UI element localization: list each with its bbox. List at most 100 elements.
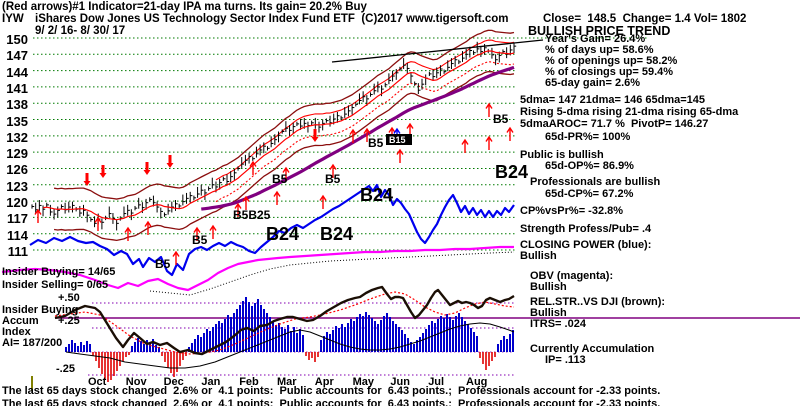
insider-label: -.25 [56, 363, 75, 375]
month-label: Oct [88, 376, 107, 388]
analysis-line: Currently Accumulation [530, 343, 655, 355]
signal-label-b5: B5 [155, 257, 171, 271]
buy-up-arrow [396, 148, 404, 163]
y-axis-label: 132 [6, 129, 28, 145]
analysis-line: REL.STR..VS DJI (brown): [530, 296, 666, 308]
trendline [331, 39, 544, 63]
quote-line: Close= 148.5 Change= 1.4 Vol= 1802 [543, 13, 747, 25]
analysis-line: Strength Profess/Pub= .4 [520, 223, 652, 235]
analysis-line: CLOSING POWER (blue): [520, 239, 652, 251]
month-label: Jun [390, 376, 410, 388]
month-label: Jan [201, 376, 221, 388]
buy-up-arrow [124, 226, 132, 241]
price-bars [31, 41, 517, 231]
analysis-line: % of openings up= 58.2% [545, 55, 678, 67]
month-label: Nov [125, 376, 147, 388]
analysis-line: 5dmaAROC= 71.7 % PivotP= 146.27 [520, 118, 709, 130]
signal-label-b5b25: B5B25 [233, 208, 271, 222]
analysis-line: OBV (magenta): [530, 270, 614, 282]
signal-label-b24: B24 [495, 162, 528, 182]
buy-up-arrow [172, 250, 180, 265]
y-axis-label: 126 [6, 162, 28, 178]
signal-label-b5: B5 [192, 233, 208, 247]
sell-down-arrow-head [99, 173, 107, 178]
y-axis-label: 117 [7, 211, 28, 227]
insider-label: Accum [2, 315, 39, 327]
analysis-line: IP= .113 [545, 354, 586, 366]
insider-label: +.50 [58, 292, 80, 304]
buy-up-arrow [242, 195, 250, 210]
y-axis-label: 114 [7, 227, 28, 243]
analysis-line: % of days up= 58.6% [545, 44, 654, 56]
buy-up-arrow [249, 160, 257, 175]
analysis-line: 65-day gain= 2.6% [545, 77, 641, 89]
buy-up-arrow [485, 135, 493, 150]
buy-up-arrow [234, 202, 242, 217]
ai-red-dotted-line [54, 291, 515, 355]
analysis-line: 65d-CP%= 67.2% [545, 188, 634, 200]
insider-label: +.25 [58, 315, 80, 327]
sell-down-arrow-head [143, 170, 151, 175]
trend-banner: BULLISH PRICE TREND [528, 24, 671, 38]
y-axis-label: 111 [7, 244, 28, 259]
analysis-line: 65d-PR%= 100% [545, 131, 631, 143]
month-label: Jul [428, 376, 445, 388]
buy-up-arrow [485, 102, 493, 117]
buy-up-arrow [319, 194, 327, 209]
buy-up-arrow [94, 216, 102, 231]
signal-label-b24: B24 [320, 224, 353, 244]
signal-label-b24: B24 [360, 185, 393, 205]
bottom-summary-line: The last 65 days stock changed 2.6% or 4… [2, 385, 661, 397]
obv-line [1, 245, 514, 292]
signal-label-b24: B24 [266, 224, 299, 244]
signal-label-b5: B5 [325, 172, 341, 186]
signal-label-b5: B5 [368, 136, 384, 150]
insider-label: AI= 187/200 [2, 337, 63, 349]
analysis-line: Bullish [530, 307, 567, 319]
insider-label: Insider Buying= 14/65 [2, 266, 116, 278]
fund-title: iShares Dow Jones US Technology Sector I… [35, 13, 509, 25]
analysis-line: Rising 5-dma rising 21-dma rising 65-dma [520, 106, 739, 118]
month-label: Apr [314, 376, 334, 388]
ticker-symbol: IYW [2, 13, 24, 25]
ai-histogram [65, 297, 514, 382]
analysis-line: Public is bullish [520, 149, 604, 161]
y-axis-label: 123 [6, 178, 28, 194]
buy-up-arrow [329, 163, 337, 178]
buy-up-arrow [461, 138, 469, 153]
buy-up-arrow [349, 128, 357, 143]
month-label: Mar [277, 376, 297, 388]
analysis-line: CP%vsPr%= -32.8% [520, 205, 624, 217]
y-axis-label: 141 [6, 80, 28, 96]
ai-slow-line [65, 322, 515, 369]
indicator-header: (Red arrows)#1 Indicator=21-day IPA ma t… [2, 1, 367, 13]
insider-label: Insider Buying [2, 304, 79, 316]
y-axis-label: 129 [6, 146, 28, 162]
inner-upper-band [215, 39, 515, 181]
obv-dotted-companion [149, 251, 515, 296]
analysis-line: % of closings up= 59.4% [545, 66, 674, 78]
analysis-line: Professionals are bullish [530, 176, 661, 188]
buy-up-arrow [34, 208, 42, 223]
signal-label-b5: B5 [272, 172, 288, 186]
y-axis-label: 135 [6, 113, 28, 129]
month-label: Aug [466, 376, 488, 388]
y-axis-label: 144 [6, 64, 28, 80]
ma21-line [42, 50, 515, 221]
analysis-line: Bullish [530, 281, 567, 293]
y-axis-label: 150 [6, 32, 28, 47]
month-label: Feb [239, 376, 259, 388]
month-label: May [352, 376, 374, 388]
bottom-summary-line-partial: The last 65 days stock changed 2.6% or 4… [2, 399, 661, 406]
buy-up-arrow [363, 127, 371, 142]
signal-label-b5: B5 [493, 112, 509, 126]
closing-power-line [29, 183, 515, 277]
buy-up-arrow [506, 126, 514, 141]
insider-label: Index [2, 326, 31, 338]
upper-band [53, 29, 515, 200]
inner-lower-band-dotted [215, 61, 515, 203]
inverted-signal-box [386, 134, 412, 145]
analysis-line: Year's Gain= 26.4% [545, 33, 646, 45]
